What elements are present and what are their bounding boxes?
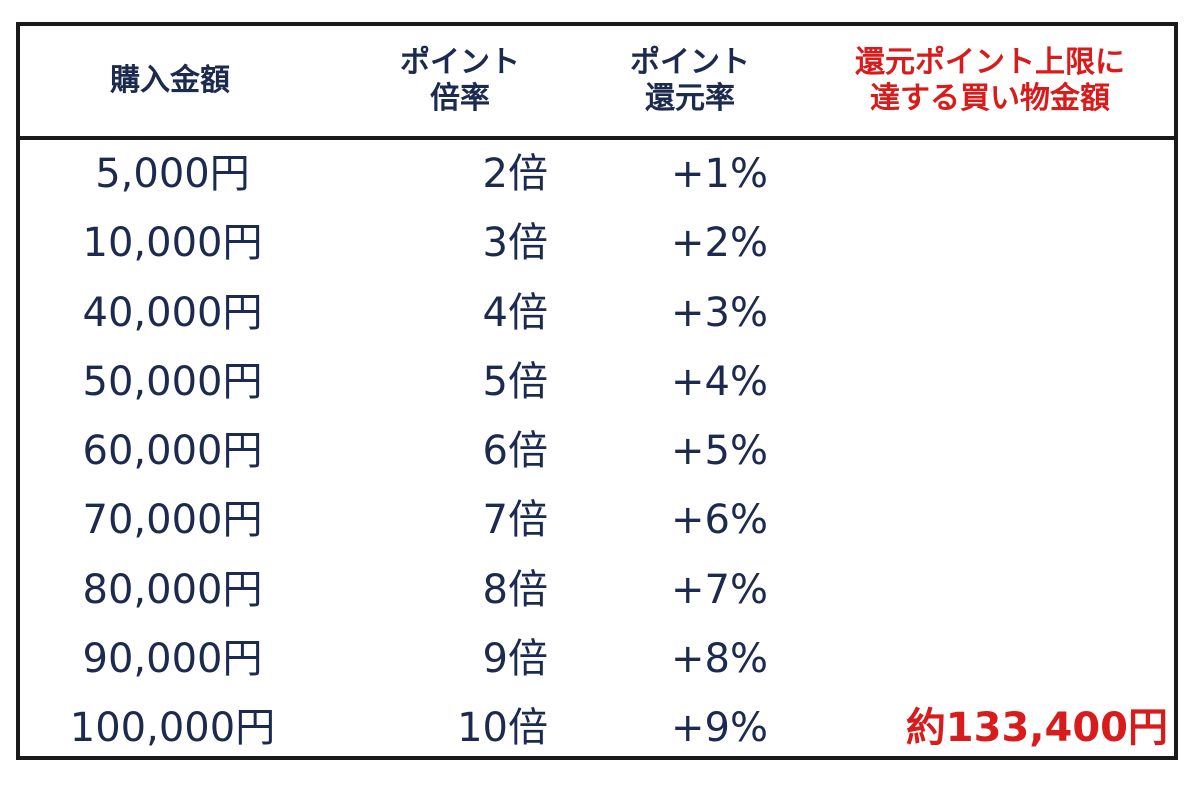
header-purchase-amount-label: 購入金額 [110, 63, 230, 98]
header-limit-amount-line2: 達する買い物金額 [870, 81, 1110, 116]
purchase-amount-cell: 70,000円 [82, 497, 263, 544]
header-point-return-rate-line1: ポイント [630, 45, 750, 80]
limit-amount-cell [810, 625, 1168, 694]
table-row: 5,000円 2倍 +1% [20, 140, 1174, 209]
limit-amount-cell [810, 140, 1168, 209]
table-body: 5,000円 2倍 +1% 10,000円 3倍 +2% 40,000円 4倍 … [20, 140, 1174, 764]
multiplier-cell: 5倍 [482, 358, 548, 405]
purchase-amount-cell: 40,000円 [82, 289, 263, 336]
table-row: 40,000円 4倍 +3% [20, 279, 1174, 348]
table-row: 60,000円 6倍 +5% [20, 417, 1174, 486]
multiplier-cell: 7倍 [482, 497, 548, 544]
return-rate-cell: +1% [671, 151, 768, 197]
return-rate-cell: +2% [671, 220, 768, 267]
limit-amount-cell [810, 556, 1168, 625]
return-rate-cell: +4% [671, 358, 768, 405]
header-limit-amount: 還元ポイント上限に 達する買い物金額 [810, 26, 1170, 136]
limit-amount-cell [810, 209, 1168, 278]
header-point-multiplier-line2: 倍率 [430, 81, 490, 116]
table-row: 70,000円 7倍 +6% [20, 486, 1174, 555]
header-point-multiplier-line1: ポイント [400, 45, 520, 80]
limit-amount-cell [810, 417, 1168, 486]
purchase-amount-cell: 100,000円 [69, 705, 276, 752]
purchase-amount-cell: 50,000円 [82, 358, 263, 405]
return-rate-cell: +8% [671, 636, 768, 683]
purchase-amount-cell: 80,000円 [82, 566, 263, 613]
table-row: 80,000円 8倍 +7% [20, 556, 1174, 625]
multiplier-cell: 8倍 [482, 566, 548, 613]
purchase-amount-cell: 5,000円 [95, 151, 250, 197]
purchase-amount-cell: 60,000円 [82, 428, 263, 475]
limit-amount-cell [810, 348, 1168, 417]
points-table: 購入金額 ポイント 倍率 ポイント 還元率 還元ポイント上限に 達する買い物金額… [16, 22, 1178, 760]
table-header: 購入金額 ポイント 倍率 ポイント 還元率 還元ポイント上限に 達する買い物金額 [20, 26, 1174, 140]
multiplier-cell: 6倍 [482, 428, 548, 475]
header-point-return-rate: ポイント 還元率 [575, 26, 805, 136]
multiplier-cell: 9倍 [482, 636, 548, 683]
table-row: 10,000円 3倍 +2% [20, 209, 1174, 278]
table-row: 90,000円 9倍 +8% [20, 625, 1174, 694]
return-rate-cell: +9% [671, 705, 768, 752]
table-row: 100,000円 10倍 +9% 約133,400円 [20, 694, 1174, 763]
multiplier-cell: 10倍 [457, 705, 548, 752]
return-rate-cell: +3% [671, 289, 768, 336]
multiplier-cell: 3倍 [482, 220, 548, 267]
header-point-multiplier: ポイント 倍率 [360, 26, 560, 136]
purchase-amount-cell: 10,000円 [82, 220, 263, 267]
return-rate-cell: +5% [671, 428, 768, 475]
purchase-amount-cell: 90,000円 [82, 636, 263, 683]
return-rate-cell: +6% [671, 497, 768, 544]
header-purchase-amount: 購入金額 [60, 26, 280, 136]
limit-amount-cell [810, 486, 1168, 555]
header-point-return-rate-line2: 還元率 [645, 81, 735, 116]
table-row: 50,000円 5倍 +4% [20, 348, 1174, 417]
multiplier-cell: 2倍 [482, 151, 548, 197]
limit-amount-cell: 約133,400円 [905, 705, 1168, 752]
header-limit-amount-line1: 還元ポイント上限に [855, 45, 1125, 80]
return-rate-cell: +7% [671, 566, 768, 613]
limit-amount-cell [810, 279, 1168, 348]
multiplier-cell: 4倍 [482, 289, 548, 336]
